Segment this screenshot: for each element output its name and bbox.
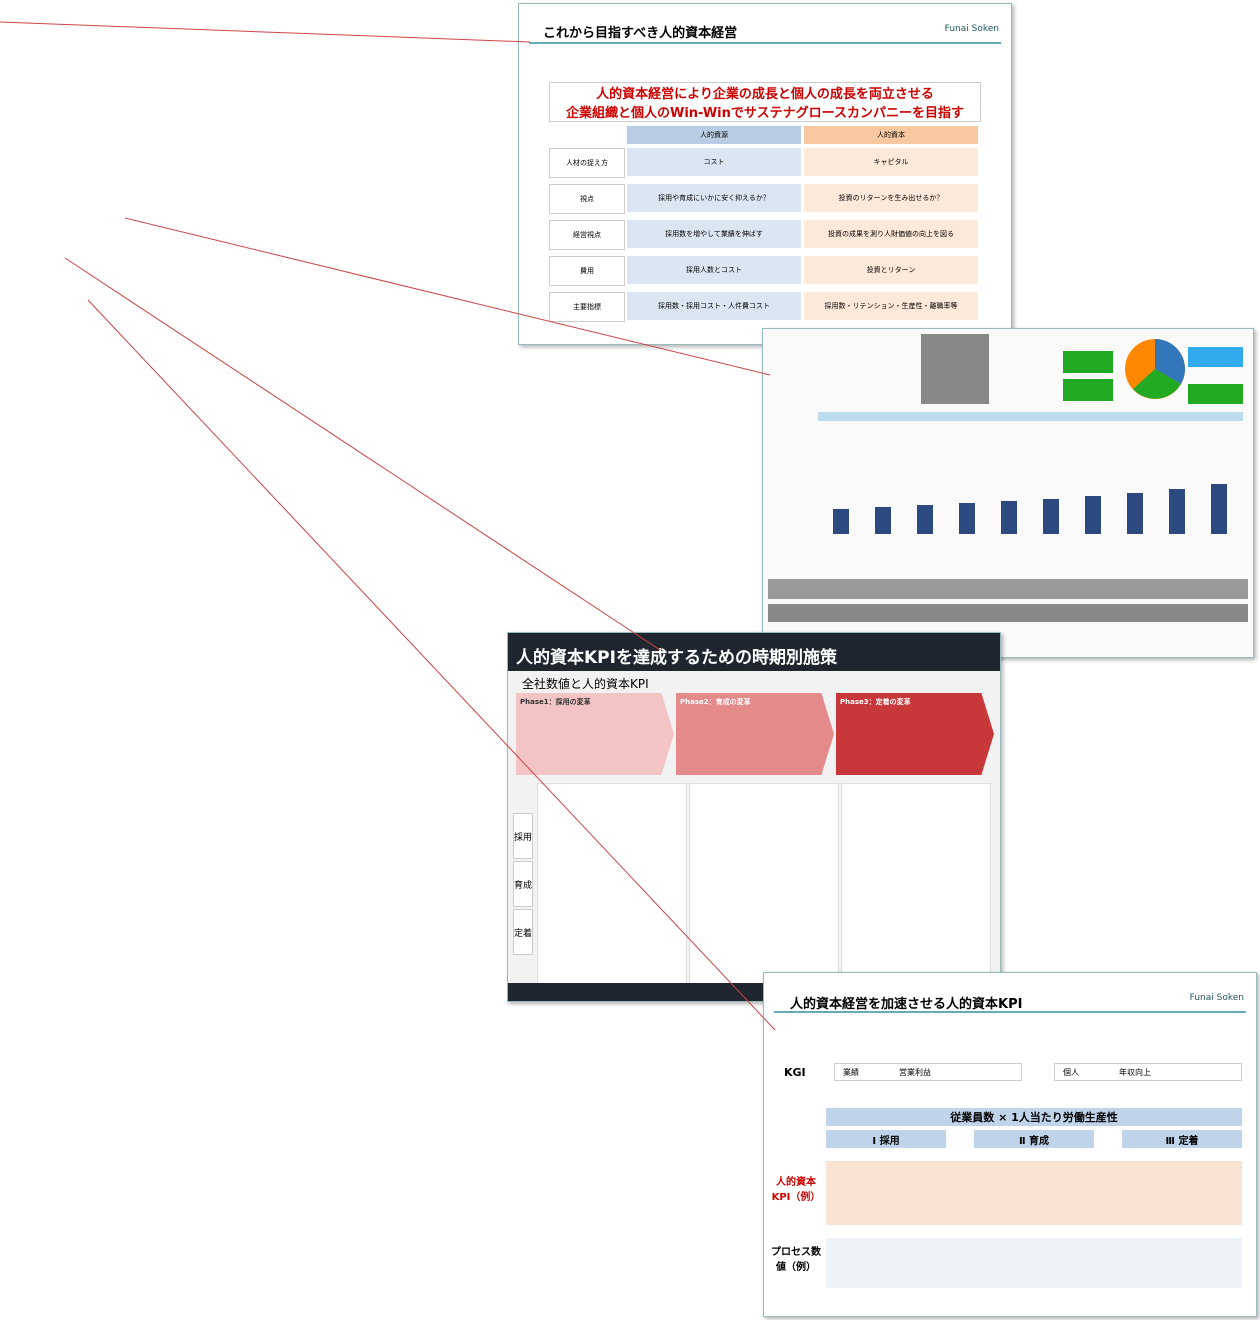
- kpi-label: 人的資本KPI（例）: [771, 1177, 821, 1203]
- rule: [529, 42, 1001, 44]
- kpi-band: [826, 1161, 1242, 1225]
- slide-title: 人的資本経営を加速させる人的資本KPI: [790, 997, 1023, 1012]
- table-column: [841, 783, 991, 985]
- slide-title: これから目指すべき人的資本経営: [543, 26, 738, 41]
- row-label: 育成: [513, 861, 533, 907]
- row-label: 定着: [513, 909, 533, 955]
- table-cell: キャピタル: [804, 148, 978, 176]
- block: [1063, 351, 1113, 373]
- headline: 人的資本経営により企業の成長と個人の成長を両立させる: [596, 87, 934, 102]
- row-label: 採用: [513, 813, 533, 859]
- headline-box: 人的資本経営により企業の成長と個人の成長を両立させる 企業組織と個人のWin-W…: [549, 82, 981, 122]
- formula: 従業員数 × 1人当たり労働生産性: [826, 1108, 1242, 1126]
- table-cell: 経営視点: [549, 220, 625, 250]
- table: 人的資源 人的資本人材の捉え方 コスト キャピタル視点 採用や育成にいかに安く抑えるか？…: [549, 126, 981, 326]
- process-band: [826, 1238, 1242, 1288]
- table-cell: 視点: [549, 184, 625, 214]
- kgi-label: KGI: [784, 1066, 806, 1079]
- table-cell: 主要指標: [549, 292, 625, 322]
- block: [1188, 384, 1243, 404]
- slide-title: 人的資本KPIを達成するための時期別施策: [516, 648, 837, 668]
- block: [1063, 379, 1113, 401]
- slide: 人的資本KPIを達成するための時期別施策 全社数値と人的資本KPI Phase1…: [507, 632, 1001, 1002]
- kgi-box: 個人 年収向上: [1054, 1063, 1242, 1081]
- subtitle: 全社数値と人的資本KPI: [522, 677, 649, 691]
- process-label: プロセス数値（例）: [771, 1247, 821, 1273]
- pillar: Ⅱ 育成: [974, 1130, 1094, 1148]
- kgi-text: 個人: [1063, 1067, 1079, 1077]
- logo: Funai Soken: [1189, 993, 1244, 1003]
- table-cell: 採用数・採用コスト・人件費コスト: [627, 292, 801, 320]
- block: [1188, 347, 1243, 367]
- table-cell: 採用や育成にいかに安く抑えるか？: [627, 184, 801, 212]
- table: 採用 育成 定着: [513, 783, 993, 985]
- pillar: Ⅰ 採用: [826, 1130, 946, 1148]
- table-column: [689, 783, 839, 985]
- table-cell: 投資のリターンを生み出せるか？: [804, 184, 978, 212]
- kgi-text: 業績: [843, 1067, 859, 1077]
- headline: 企業組織と個人のWin-Winでサステナグロースカンパニーを目指す: [565, 106, 964, 121]
- slide: 人的資本経営を加速させる人的資本KPI Funai Soken KGI 業績 営業…: [763, 972, 1257, 1317]
- table-cell: 費用: [549, 256, 625, 286]
- kgi-text: 営業利益: [899, 1067, 931, 1077]
- kgi-text: 年収向上: [1119, 1067, 1151, 1077]
- band: [768, 579, 1248, 599]
- pie: [1125, 339, 1186, 399]
- table-cell: 採用数を増やして業績を伸ばす: [627, 220, 801, 248]
- pillar: Ⅲ 定着: [1122, 1130, 1242, 1148]
- slide: これから目指すべき人的資本経営 Funai Soken 人的資本経営により企業の…: [518, 3, 1012, 345]
- kgi-box: 業績 営業利益: [834, 1063, 1022, 1081]
- table-cell: コスト: [627, 148, 801, 176]
- pillars: Ⅰ 採用 Ⅱ 育成 Ⅲ 定着: [826, 1130, 1242, 1148]
- column-header: 人的資本: [804, 126, 978, 144]
- logo: Funai Soken: [944, 24, 999, 34]
- phase: Phase1：採用の変革: [516, 693, 674, 775]
- table-cell: 投資の成果を測り人財価値の向上を図る: [804, 220, 978, 248]
- band: [818, 412, 1243, 421]
- block: [921, 334, 989, 404]
- phase: Phase3：定着の変革: [836, 693, 994, 775]
- column-header: 人的資源: [627, 126, 801, 144]
- connector: [0, 21, 531, 43]
- table-cell: 人材の捉え方: [549, 148, 625, 178]
- bars: [833, 484, 1227, 534]
- phases: Phase1：採用の変革 Phase2：育成の変革 Phase3：定着の変革: [516, 693, 996, 775]
- table-cell: 投資とリターン: [804, 256, 978, 284]
- rule: [774, 1011, 1246, 1013]
- table-cell: 採用数・リテンション・生産性・離職率等: [804, 292, 978, 320]
- table-column: [537, 783, 687, 985]
- slide: [762, 328, 1254, 658]
- band: [768, 604, 1248, 622]
- table-cell: 採用人数とコスト: [627, 256, 801, 284]
- phase: Phase2：育成の変革: [676, 693, 834, 775]
